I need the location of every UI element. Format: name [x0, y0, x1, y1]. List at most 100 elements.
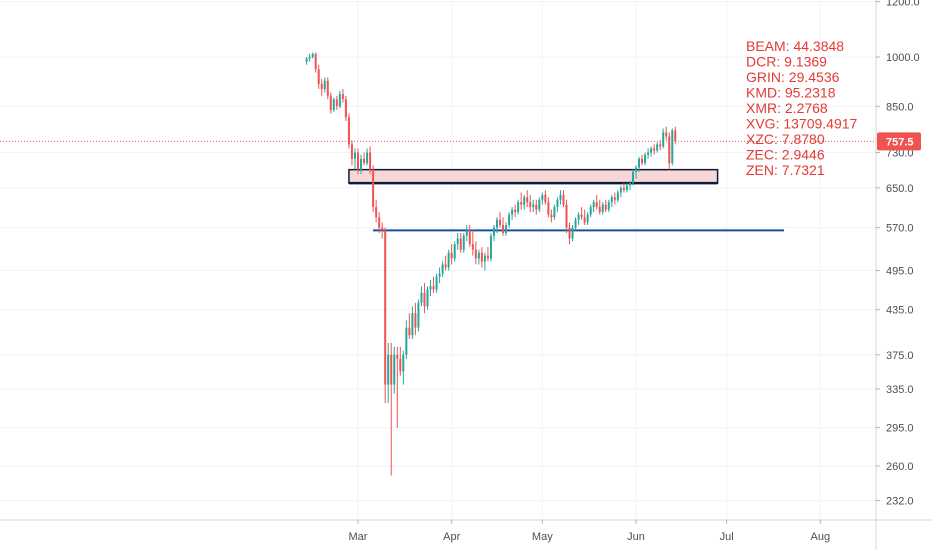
y-tick-label: 495.0	[886, 266, 914, 278]
candle-body	[347, 117, 350, 145]
candle-body	[399, 358, 402, 372]
candle-body	[396, 354, 399, 359]
candle-body	[341, 94, 344, 100]
candle-body	[329, 95, 332, 110]
y-tick-label: 1000.0	[886, 52, 920, 64]
candle-body	[426, 289, 429, 307]
candle-body	[592, 202, 595, 208]
candle-body	[480, 252, 483, 262]
candle-body	[411, 313, 414, 336]
candle-body	[547, 202, 550, 215]
candle-body	[520, 202, 523, 205]
x-tick-label: Jun	[627, 531, 645, 543]
last-price-tag: 757.5	[877, 132, 921, 151]
last-price-tag-bg	[877, 132, 921, 151]
candle-body	[580, 214, 583, 218]
candle-body	[538, 199, 541, 210]
candle-body	[535, 204, 538, 210]
candle-body	[372, 169, 375, 208]
candle-body	[631, 171, 634, 184]
candle-body	[453, 244, 456, 259]
candle-body	[320, 83, 323, 89]
candle-body	[628, 183, 631, 186]
candle-body	[317, 69, 320, 84]
candle-body	[441, 264, 444, 274]
candle-body	[414, 313, 417, 328]
candle-body	[517, 202, 520, 213]
candle-body	[662, 132, 665, 147]
candle-body	[465, 230, 468, 236]
candle-body	[305, 58, 308, 62]
candle-body	[656, 144, 659, 151]
candle-body	[468, 230, 471, 245]
candle-body	[474, 249, 477, 259]
candle-body	[450, 252, 453, 259]
candle-body	[429, 286, 432, 290]
candle-body	[420, 292, 423, 303]
candle-body	[311, 53, 314, 57]
candle-body	[417, 302, 420, 328]
candle-body	[435, 276, 438, 290]
candle-body	[565, 204, 568, 228]
candle-body	[423, 292, 426, 307]
candle-body	[505, 225, 508, 234]
candle-body	[393, 354, 396, 385]
candle-body	[459, 238, 462, 250]
legend-entry: KMD: 95.2318	[746, 85, 836, 101]
candle-body	[369, 152, 372, 170]
candle-body	[650, 148, 653, 153]
candle-body	[529, 202, 532, 208]
candle-body	[462, 235, 465, 250]
y-axis[interactable]: 1200.0 1000.0 850.0 730.0 650.0 570.0 495.0 435…	[876, 0, 920, 508]
candle-body	[583, 217, 586, 223]
last-price-tag-label: 757.5	[886, 136, 914, 148]
candle-body	[477, 252, 480, 259]
y-tick-label: 295.0	[886, 423, 914, 435]
candle-body	[360, 158, 363, 170]
candle-body	[335, 99, 338, 107]
candle-body	[338, 94, 341, 107]
legend-entry: BEAM: 44.3848	[746, 38, 844, 54]
candle-body	[378, 217, 381, 228]
candle-body	[644, 154, 647, 164]
candle-body	[541, 194, 544, 200]
candle-body	[314, 53, 317, 70]
candle-body	[635, 167, 637, 172]
x-axis[interactable]: Mar Apr May Jun Jul Aug	[349, 520, 831, 543]
candle-body	[357, 152, 359, 170]
y-tick-label: 1200.0	[886, 0, 920, 9]
candle-body	[607, 202, 610, 210]
candle-body	[511, 209, 514, 215]
candle-body	[674, 130, 677, 142]
y-tick-label: 375.0	[886, 350, 914, 362]
candle-body	[508, 214, 511, 226]
y-tick-label: 650.0	[886, 183, 914, 195]
y-tick-label: 232.0	[886, 496, 914, 508]
plot-background[interactable]	[0, 0, 876, 520]
candle-body	[568, 227, 571, 239]
candle-body	[496, 219, 498, 228]
candle-body	[486, 255, 489, 259]
candle-body	[444, 264, 447, 268]
candle-body	[489, 235, 492, 259]
candle-body	[556, 199, 559, 208]
candle-body	[647, 152, 650, 155]
legend-entry: XZC: 7.8780	[746, 131, 825, 147]
candle-body	[471, 244, 474, 250]
candle-body	[659, 144, 662, 147]
candle-body	[326, 80, 329, 96]
legend-entry: GRIN: 29.4536	[746, 69, 840, 85]
candle-body	[610, 197, 613, 203]
candle-body	[387, 354, 390, 385]
legend-entry: ZEC: 2.9446	[746, 147, 825, 163]
y-tick-label: 850.0	[886, 101, 914, 113]
candle-body	[574, 219, 577, 228]
y-tick-label: 435.0	[886, 305, 914, 317]
candle-body	[405, 327, 408, 355]
candle-body	[323, 80, 326, 89]
candle-body	[668, 136, 671, 164]
candle-body	[514, 209, 517, 213]
candle-body	[641, 158, 644, 164]
resistance-zone	[348, 168, 719, 184]
